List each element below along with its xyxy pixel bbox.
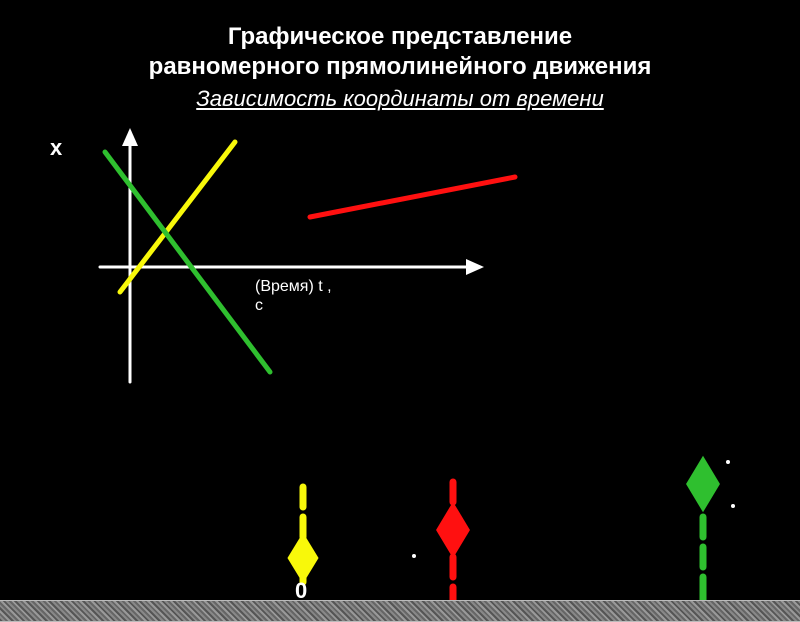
- yellow-line: [120, 142, 235, 292]
- red-line: [310, 177, 515, 217]
- glint-1: [726, 460, 730, 464]
- timeline-svg: [0, 452, 800, 602]
- x-axis-label-line2: с: [255, 297, 263, 314]
- chart-area: [40, 122, 560, 402]
- x-axis-label-line1: (Время) t ,: [255, 278, 332, 295]
- y-arrow: [122, 128, 138, 146]
- y-axis-label: x: [50, 135, 62, 161]
- timeline-area: [0, 452, 800, 602]
- subtitle: Зависимость координаты от времени: [0, 86, 800, 112]
- chart-svg: [40, 122, 560, 402]
- glint-2: [731, 504, 735, 508]
- title-line2: равномерного прямолинейного движения: [149, 53, 652, 80]
- title: Графическое представление равномерного п…: [0, 22, 800, 82]
- glint-0: [412, 554, 416, 558]
- road-strip: [0, 600, 800, 622]
- x-axis-label: (Время) t , с: [255, 277, 332, 315]
- title-line1: Графическое представление: [228, 23, 572, 50]
- x-arrow: [466, 259, 484, 275]
